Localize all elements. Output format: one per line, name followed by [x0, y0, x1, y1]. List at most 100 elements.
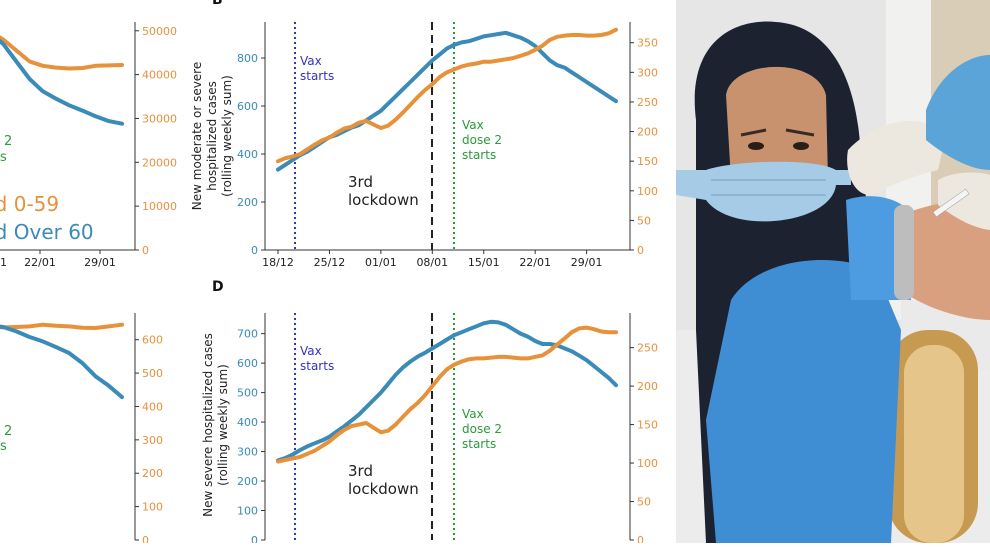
- series-aged-over-60-line: [276, 319, 618, 463]
- y-tick-label: 0: [142, 534, 149, 543]
- series-aged-0-59-line: [276, 325, 618, 464]
- vax-starts-label: starts: [300, 359, 334, 373]
- dose2-starts-label: Vax: [462, 118, 484, 132]
- panel-a: 0 10000 20000 30000 40000 50000 1 22/01 29/01…: [0, 22, 177, 269]
- dose2-annotation-partial: s: [0, 150, 7, 165]
- panel-d-y-label: New severe hospitalized cases (rolling w…: [201, 333, 230, 517]
- x-tick-label: 18/12: [262, 256, 294, 269]
- x-tick-label: 22/01: [519, 256, 551, 269]
- dose2-starts-label: starts: [462, 437, 496, 451]
- y-tick-label: 250: [637, 96, 658, 109]
- dose2-starts-label: starts: [462, 148, 496, 162]
- panel-a-x-ticks: 1 22/01 29/01: [0, 250, 116, 269]
- y-tick-label: 500: [237, 387, 258, 400]
- y-tick-label: 200: [637, 380, 658, 393]
- panel-b-letter: B: [212, 0, 223, 8]
- arm: [901, 200, 990, 320]
- y-tick-label: 350: [637, 37, 658, 50]
- y-tick-label: 600: [237, 100, 258, 113]
- y-tick-label: 100: [142, 501, 163, 514]
- y-tick-label: 150: [637, 419, 658, 432]
- x-tick-label: 25/12: [314, 256, 346, 269]
- x-tick-label: 08/01: [416, 256, 448, 269]
- x-tick-label: 01/01: [365, 256, 397, 269]
- lockdown-label: 3rd: [348, 173, 373, 191]
- eye-left: [748, 142, 764, 150]
- sleeve-cuff: [894, 205, 914, 300]
- y-tick-label: 300: [237, 446, 258, 459]
- uniform-body: [706, 260, 901, 543]
- y-tick-label: 10000: [142, 200, 177, 213]
- syringe: [932, 188, 970, 218]
- series-aged-0-59-line: [0, 322, 124, 330]
- chart-figure: 0 10000 20000 30000 40000 50000 1 22/01 29/01…: [0, 0, 658, 547]
- y-tick-label: 30000: [142, 112, 177, 125]
- lockdown-label: 3rd: [348, 462, 373, 480]
- gloved-hand: [847, 120, 946, 196]
- vax-starts-label: Vax: [300, 54, 322, 68]
- lockdown-label: lockdown: [348, 191, 419, 209]
- lockdown-label: lockdown: [348, 480, 419, 498]
- y-tick-label: 0: [637, 244, 644, 257]
- dose2-annotation-partial: 2: [4, 134, 12, 149]
- dose2-starts-label: dose 2: [462, 422, 502, 436]
- series-aged-over-60-line: [0, 38, 124, 126]
- eyebrow: [740, 128, 815, 137]
- panel-b-y-label: New moderate or severe hospitalized case…: [190, 62, 234, 210]
- panel-d: D 0 100 200 300 400 500 600 700 0 50 100 150 200 250…: [201, 279, 658, 547]
- y-tick-label: 50: [637, 496, 651, 509]
- y-tick-label: 100: [637, 457, 658, 470]
- gloved-hand-syringe: [938, 172, 990, 230]
- y-tick-label: 400: [237, 148, 258, 161]
- y-tick-label: 300: [142, 434, 163, 447]
- panel-b: B 0 200 400 600 800 0 50 100 150 200 250 300 350 18…: [190, 0, 658, 269]
- y-tick-label: 400: [142, 400, 163, 413]
- y-tick-label: 200: [237, 196, 258, 209]
- y-tick-label: 200: [237, 475, 258, 488]
- y-axis-label: New moderate or severe: [190, 62, 204, 210]
- y-tick-label: 250: [637, 342, 658, 355]
- y-tick-label: 0: [142, 244, 149, 257]
- x-tick-label: 1: [0, 256, 7, 269]
- series-aged-over-60-line: [276, 30, 618, 172]
- y-axis-label: New severe hospitalized cases: [201, 333, 215, 517]
- dose2-annotation-partial: s: [0, 439, 7, 454]
- y-tick-label: 40000: [142, 69, 177, 82]
- y-tick-label: 600: [142, 334, 163, 347]
- series-aged-0-59-line: [276, 27, 618, 164]
- dose2-annotation-partial: 2: [4, 424, 12, 439]
- y-tick-label: 700: [237, 328, 258, 341]
- eye-right: [793, 142, 809, 150]
- legend-aged-0-59: Aged 0-59: [0, 192, 59, 216]
- y-tick-label: 0: [251, 244, 258, 257]
- y-tick-label: 600: [237, 357, 258, 370]
- y-tick-label: 800: [237, 52, 258, 65]
- x-tick-label: 22/01: [24, 256, 56, 269]
- x-tick-label: 15/01: [468, 256, 500, 269]
- y-axis-label: hospitalized cases: [205, 81, 219, 191]
- y-tick-label: 100: [637, 185, 658, 198]
- panel-c: 0 100 200 300 400 500 600 2 s: [0, 313, 163, 547]
- y-tick-label: 300: [637, 66, 658, 79]
- y-tick-label: 50: [637, 214, 651, 227]
- y-tick-label: 500: [142, 367, 163, 380]
- nurse-sleeve: [926, 55, 990, 170]
- dose2-starts-label: dose 2: [462, 133, 502, 147]
- face-mask: [676, 161, 851, 222]
- y-tick-label: 200: [637, 126, 658, 139]
- vax-starts-label: starts: [300, 69, 334, 83]
- vax-starts-label: Vax: [300, 344, 322, 358]
- y-tick-label: 200: [142, 467, 163, 480]
- y-tick-label: 20000: [142, 156, 177, 169]
- vaccination-photo: [676, 0, 990, 543]
- panel-d-letter: D: [212, 279, 224, 295]
- y-tick-label: 150: [637, 155, 658, 168]
- series-aged-over-60-line: [0, 324, 124, 400]
- y-axis-label: (rolling weekly sum): [220, 75, 234, 197]
- x-tick-label: 29/01: [571, 256, 603, 269]
- y-tick-label: 100: [237, 505, 258, 518]
- y-axis-label: (rolling weekly sum): [216, 364, 230, 486]
- y-tick-label: 0: [251, 534, 258, 543]
- y-tick-label: 50000: [142, 25, 177, 38]
- y-tick-label: 400: [237, 416, 258, 429]
